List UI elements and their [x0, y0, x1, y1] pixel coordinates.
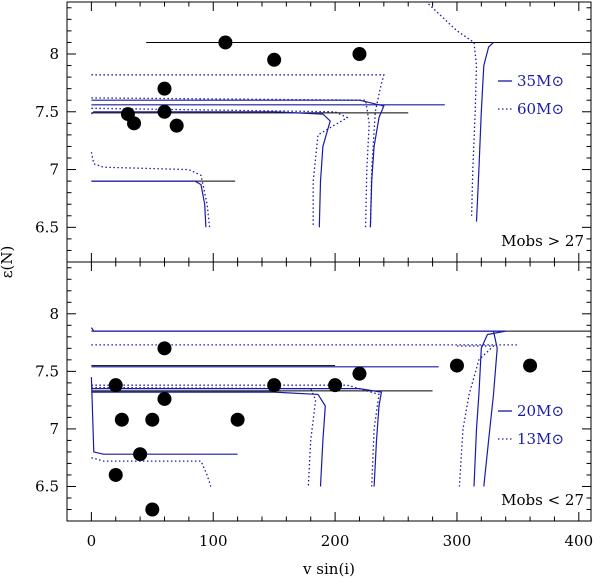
x-tick-label-200: 200: [321, 532, 350, 550]
legend-label-dotted-bottom: 13M⊙: [517, 430, 564, 448]
track-dotted-bottom-10: [457, 345, 496, 487]
track-solid-bottom-4: [91, 388, 383, 487]
observation-point-bottom-8: [145, 502, 160, 517]
observation-point-bottom-13: [523, 358, 538, 373]
x-axis-title: v sin(i): [302, 560, 355, 578]
legend-label-solid-bottom: 20M⊙: [517, 402, 564, 420]
observation-point-bottom-1: [108, 378, 123, 393]
x-tick-label-100: 100: [199, 532, 228, 550]
track-solid-bottom-2: [91, 391, 326, 487]
x-tick-label-0: 0: [87, 532, 97, 550]
observation-point-bottom-5: [230, 412, 245, 427]
observation-point-bottom-12: [449, 358, 464, 373]
x-tick-label-400: 400: [564, 532, 593, 550]
y-tick-label-top-8: 8: [49, 45, 59, 63]
frame-top: [66, 1, 592, 263]
track-dotted-top-3: [91, 107, 349, 228]
observation-point-top-0: [218, 35, 233, 50]
track-solid-top-2: [90, 111, 331, 228]
panel-label-top: Mobs > 27: [501, 232, 584, 250]
frame-bottom: [66, 261, 592, 522]
observation-point-bottom-9: [267, 378, 282, 393]
observation-point-top-3: [157, 81, 172, 96]
track-dotted-bottom-3: [91, 386, 317, 487]
observation-point-top-6: [127, 116, 142, 131]
track-dotted-bottom-1: [91, 457, 212, 487]
plot-area-top: [90, 2, 591, 228]
observation-point-top-2: [352, 47, 367, 61]
y-tick-label-bottom-7.5: 7.5: [35, 362, 59, 380]
track-solid-bottom-8: [90, 327, 506, 487]
legend-label-solid-top: 35M⊙: [517, 72, 564, 90]
track-dotted-top-9: [425, 2, 478, 216]
observation-point-top-7: [169, 118, 184, 133]
y-tick-label-top-7.5: 7.5: [35, 103, 59, 121]
panel-label-bottom: Mobs < 27: [501, 491, 584, 509]
observation-point-bottom-7: [108, 467, 123, 482]
y-tick-label-top-6.5: 6.5: [35, 218, 59, 236]
y-tick-label-bottom-6.5: 6.5: [35, 477, 59, 495]
y-tick-label-bottom-7: 7: [49, 420, 59, 438]
plot-area-bottom: [90, 327, 591, 517]
track-solid-bottom-0: [90, 377, 238, 455]
x-tick-label-300: 300: [443, 532, 472, 550]
legend-label-dotted-top: 60M⊙: [517, 100, 564, 118]
observation-point-bottom-2: [157, 391, 172, 406]
track-solid-bottom-9: [483, 330, 498, 487]
panel-bottom: 6.5 7 7.5 8 Mobs < 27 20M⊙ 13M⊙ 0 100 200 300 400: [35, 261, 593, 550]
observation-point-bottom-3: [114, 412, 129, 427]
y-tick-label-top-7: 7: [49, 161, 59, 179]
track-dotted-top-1: [90, 152, 211, 228]
observation-point-top-1: [267, 52, 282, 67]
observation-point-bottom-11: [352, 366, 367, 381]
observation-point-bottom-6: [133, 447, 148, 462]
track-solid-top-8: [475, 41, 494, 222]
observation-point-top-4: [157, 104, 172, 119]
panel-top: 6.5 7 7.5 8 Mobs > 27 35M⊙ 60M⊙: [35, 1, 592, 263]
observation-point-bottom-10: [328, 378, 343, 393]
track-dotted-bottom-5: [91, 384, 380, 487]
track-solid-top-0: [91, 180, 207, 228]
observation-point-bottom-0: [157, 341, 172, 356]
y-axis-title: ε(N): [0, 246, 16, 279]
observation-point-bottom-4: [145, 412, 160, 427]
track-dotted-top-7: [91, 74, 385, 228]
y-tick-label-bottom-8: 8: [49, 305, 59, 323]
